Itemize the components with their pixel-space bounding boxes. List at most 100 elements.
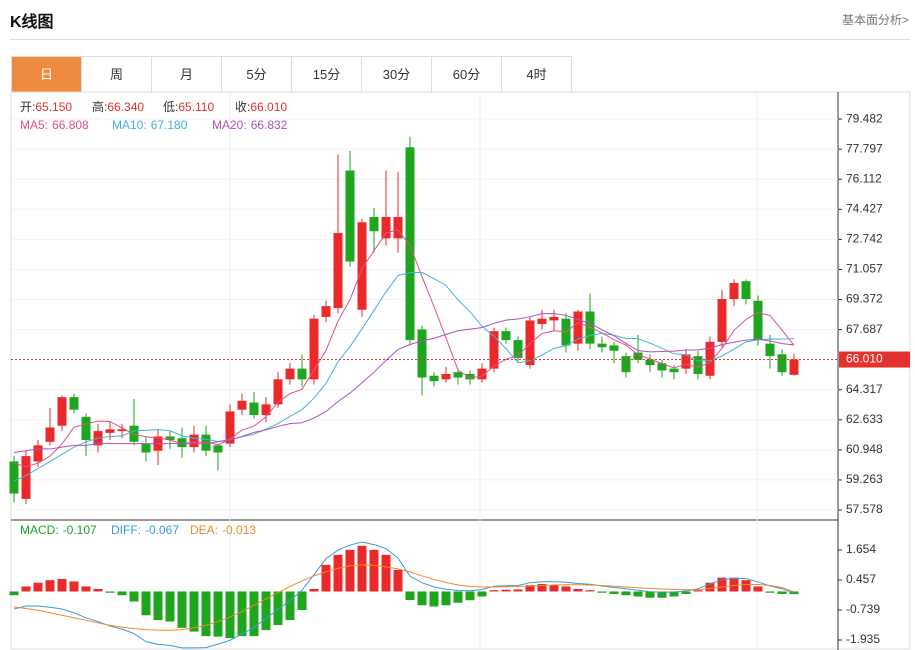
macd-bar bbox=[321, 564, 331, 592]
candle-body bbox=[237, 400, 247, 410]
legend-name: 收: bbox=[235, 100, 250, 114]
y-tick-label: 57.578 bbox=[846, 502, 883, 516]
legend-entry: DEA: -0.013 bbox=[190, 523, 256, 537]
candle-body bbox=[657, 363, 667, 371]
period-tab[interactable]: 30分 bbox=[362, 57, 432, 92]
macd-bar bbox=[57, 578, 67, 592]
macd-bar bbox=[513, 589, 523, 592]
macd-bar bbox=[693, 590, 703, 592]
macd-line bbox=[13, 541, 795, 649]
macd-bar bbox=[153, 591, 163, 621]
last-price-box bbox=[839, 351, 910, 368]
candle-body bbox=[309, 318, 319, 380]
period-tab[interactable]: 周 bbox=[82, 57, 152, 92]
macd-bar bbox=[417, 591, 427, 606]
period-tab[interactable]: 15分 bbox=[292, 57, 362, 92]
legend-name: DEA: bbox=[190, 523, 218, 537]
candle-body bbox=[429, 375, 439, 382]
y-tick-label: 0.457 bbox=[846, 572, 876, 586]
y-tick-label: 69.372 bbox=[846, 292, 883, 306]
candle-body bbox=[33, 445, 43, 462]
candle-body bbox=[741, 281, 751, 300]
candle-body bbox=[345, 170, 355, 262]
legend-entry: MA5: 66.808 bbox=[20, 118, 89, 132]
macd-bar bbox=[537, 583, 547, 592]
legend-entry: MACD: -0.107 bbox=[20, 523, 97, 537]
candle-body bbox=[45, 427, 55, 442]
candle-body bbox=[525, 320, 535, 366]
macd-bar bbox=[237, 591, 247, 637]
y-tick-label: 1.654 bbox=[846, 542, 876, 556]
legend-name: MA20: bbox=[212, 118, 247, 132]
fundamentals-link[interactable]: 基本面分析> bbox=[841, 13, 909, 27]
candle-body bbox=[165, 436, 175, 441]
macd-bar bbox=[633, 591, 643, 597]
period-tab[interactable]: 月 bbox=[152, 57, 222, 92]
period-tab[interactable]: 5分 bbox=[222, 57, 292, 92]
macd-bar bbox=[261, 591, 271, 631]
candle-body bbox=[453, 372, 463, 378]
macd-bar bbox=[441, 591, 451, 606]
macd-bar bbox=[189, 591, 199, 632]
macd-bar bbox=[225, 591, 235, 639]
period-tab[interactable]: 4时 bbox=[502, 57, 572, 92]
macd-bar bbox=[669, 591, 679, 597]
candle-body bbox=[465, 373, 475, 380]
macd-bar bbox=[21, 586, 31, 592]
y-tick-label: 59.263 bbox=[846, 472, 883, 486]
macd-bar bbox=[117, 591, 127, 596]
macd-bar bbox=[177, 591, 187, 628]
macd-bar bbox=[489, 590, 499, 592]
candle-body bbox=[57, 397, 67, 426]
y-tick-label: 62.633 bbox=[846, 412, 883, 426]
macd-bar bbox=[717, 577, 727, 592]
legend-entry: 低:65.110 bbox=[163, 100, 214, 114]
macd-bar bbox=[765, 591, 775, 593]
macd-bar bbox=[369, 549, 379, 592]
macd-bar bbox=[273, 591, 283, 626]
macd-bar bbox=[129, 591, 139, 602]
macd-bar bbox=[645, 591, 655, 598]
candle-body bbox=[213, 445, 223, 453]
candle-body bbox=[225, 411, 235, 444]
macd-bar bbox=[105, 591, 115, 593]
macd-bar bbox=[561, 586, 571, 592]
macd-bar bbox=[549, 585, 559, 592]
candle-body bbox=[105, 429, 115, 433]
y-tick-label: 64.317 bbox=[846, 382, 883, 396]
ma-line bbox=[13, 229, 795, 468]
y-tick-label: 72.742 bbox=[846, 232, 883, 246]
candle-body bbox=[753, 300, 763, 341]
macd-bar bbox=[309, 588, 319, 592]
candle-body bbox=[321, 306, 331, 317]
candle-body bbox=[117, 429, 127, 432]
legend-name: 开: bbox=[20, 100, 35, 114]
macd-bar bbox=[681, 591, 691, 594]
legend-value: 66.340 bbox=[107, 100, 144, 114]
macd-bar bbox=[465, 591, 475, 601]
candle-body bbox=[681, 354, 691, 369]
candle-body bbox=[621, 356, 631, 373]
candle-body bbox=[261, 404, 271, 416]
macd-bar bbox=[585, 590, 595, 592]
candle-body bbox=[357, 222, 367, 310]
macd-bar bbox=[753, 586, 763, 592]
period-tab[interactable]: 日 bbox=[12, 57, 82, 92]
macd-bar bbox=[357, 545, 367, 592]
divider bbox=[10, 39, 910, 40]
candle-body bbox=[177, 438, 187, 448]
candle-body bbox=[297, 368, 307, 380]
legend-entry: 开:65.150 bbox=[20, 100, 72, 114]
macd-bar bbox=[9, 591, 19, 596]
candle-body bbox=[417, 329, 427, 378]
period-tab[interactable]: 60分 bbox=[432, 57, 502, 92]
y-tick-label: 60.948 bbox=[846, 442, 883, 456]
candle-body bbox=[609, 345, 619, 351]
candle-body bbox=[645, 359, 655, 366]
macd-bar bbox=[249, 591, 259, 637]
candle-body bbox=[489, 331, 499, 369]
legend-entry: MA20: 66.832 bbox=[212, 118, 288, 132]
chart-frame bbox=[10, 91, 911, 650]
macd-bar bbox=[405, 591, 415, 600]
